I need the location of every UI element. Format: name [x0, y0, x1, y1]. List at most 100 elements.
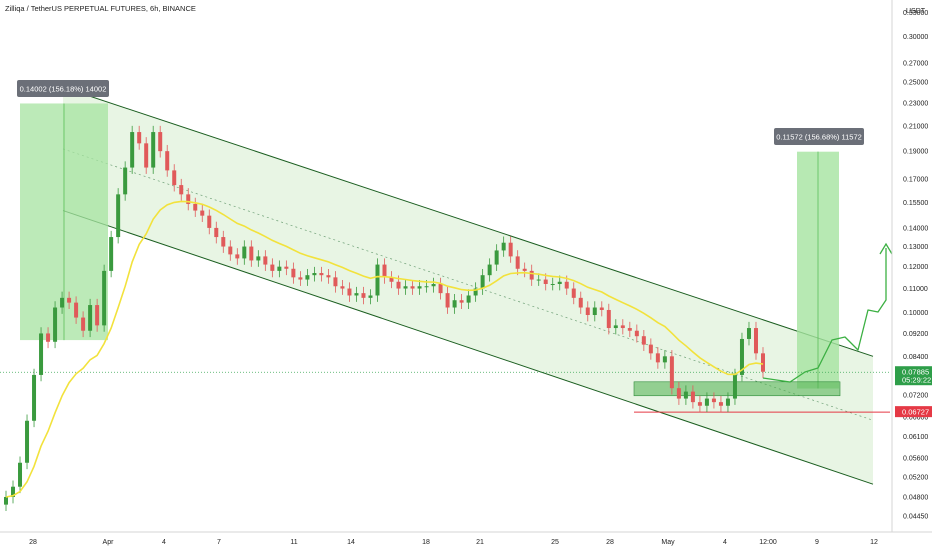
candle-body	[284, 266, 289, 269]
candle-body	[235, 254, 240, 259]
y-tick-label: 0.13000	[903, 244, 928, 251]
measure-label-bg-1	[17, 80, 109, 97]
y-tick-label: 0.17000	[903, 177, 928, 184]
candle-body	[711, 398, 716, 403]
candle-body	[95, 305, 100, 326]
candle-body	[382, 264, 387, 278]
candle-body	[32, 374, 37, 421]
candle-body	[256, 256, 261, 261]
x-tick-label: 21	[476, 539, 484, 546]
candle-body	[375, 264, 380, 296]
candle-body	[655, 353, 660, 363]
x-tick-label: 4	[162, 539, 166, 546]
candle-body	[599, 307, 604, 310]
candle-body	[543, 279, 548, 285]
y-tick-label: 0.27000	[903, 60, 928, 67]
y-tick-label: 0.11000	[903, 286, 928, 293]
candle-body	[312, 273, 317, 276]
y-tick-label: 0.23000	[903, 101, 928, 108]
candle-body	[137, 132, 142, 144]
candle-body	[109, 237, 114, 271]
y-tick-label: 0.12000	[903, 264, 928, 271]
candle-body	[634, 330, 639, 337]
candle-body	[18, 462, 23, 487]
candle-body	[60, 297, 65, 308]
candle-body	[501, 242, 506, 251]
y-tick-label: 0.33000	[903, 10, 928, 17]
candle-body	[641, 336, 646, 345]
candle-body	[487, 264, 492, 276]
y-tick-label: 0.04450	[903, 514, 928, 521]
candle-body	[725, 398, 730, 406]
candle-body	[186, 194, 191, 204]
candle-body	[46, 333, 51, 342]
candle-body	[662, 356, 667, 363]
candle-body	[81, 317, 86, 331]
candle-body	[361, 293, 366, 298]
candle-body	[403, 286, 408, 289]
candle-body	[620, 325, 625, 329]
candle-body	[431, 284, 436, 287]
y-tick-label: 0.14000	[903, 225, 928, 232]
x-tick-label: 4	[723, 539, 727, 546]
candle-body	[417, 286, 422, 289]
candle-body	[424, 286, 429, 288]
candle-body	[529, 270, 534, 280]
candle-body	[11, 486, 16, 497]
candle-body	[627, 328, 632, 331]
y-tick-label: 0.09200	[903, 331, 928, 338]
support-price-tag	[895, 406, 932, 418]
candle-body	[704, 398, 709, 406]
candle-body	[578, 297, 583, 308]
candle-body	[340, 286, 345, 289]
y-tick-label: 0.15500	[903, 200, 928, 207]
x-tick-label: 28	[606, 539, 614, 546]
x-tick-label: 25	[551, 539, 559, 546]
candle-body	[648, 344, 653, 354]
y-tick-label: 0.21000	[903, 124, 928, 131]
chart-title: Zilliqa / TetherUS PERPETUAL FUTURES, 6h…	[5, 4, 196, 13]
candle-body	[389, 277, 394, 282]
candle-body	[522, 268, 527, 271]
candle-body	[277, 266, 282, 271]
y-tick-label: 0.05200	[903, 474, 928, 481]
candle-body	[74, 302, 79, 318]
x-tick-label: 14	[347, 539, 355, 546]
channel-upper-line	[62, 86, 874, 357]
support-zone	[633, 381, 841, 397]
x-tick-label: 7	[217, 539, 221, 546]
candle-body	[193, 203, 198, 211]
candle-body	[739, 338, 744, 375]
projection-arrow-icon	[879, 242, 893, 255]
candle-body	[39, 333, 44, 375]
candle-body	[347, 288, 352, 296]
candle-body	[550, 284, 555, 286]
candle-body	[123, 167, 128, 195]
x-tick-label: 11	[290, 539, 297, 546]
candle-body	[564, 281, 569, 289]
candle-body	[438, 284, 443, 294]
candle-body	[165, 151, 170, 171]
y-tick-label: 0.06100	[903, 434, 928, 441]
candle-body	[130, 132, 135, 168]
y-tick-label: 0.08400	[903, 354, 928, 361]
candle-body	[494, 250, 499, 265]
candle-body	[102, 270, 107, 326]
candle-body	[4, 496, 8, 505]
projection-path	[762, 248, 887, 383]
candle-body	[88, 305, 93, 331]
candle-body	[207, 215, 212, 228]
candle-body	[333, 277, 338, 287]
candle-body	[515, 256, 520, 269]
candle-body	[606, 309, 611, 329]
candle-body	[249, 246, 254, 261]
y-tick-label: 0.19000	[903, 149, 928, 156]
candle-body	[291, 268, 296, 278]
candle-body	[214, 227, 219, 238]
candle-body	[228, 246, 233, 255]
candle-body	[536, 279, 541, 281]
moving-average-line	[5, 200, 764, 498]
x-tick-label: 12	[870, 539, 878, 546]
measure-label-2: 0.11572 (156.68%) 11572	[776, 133, 862, 142]
